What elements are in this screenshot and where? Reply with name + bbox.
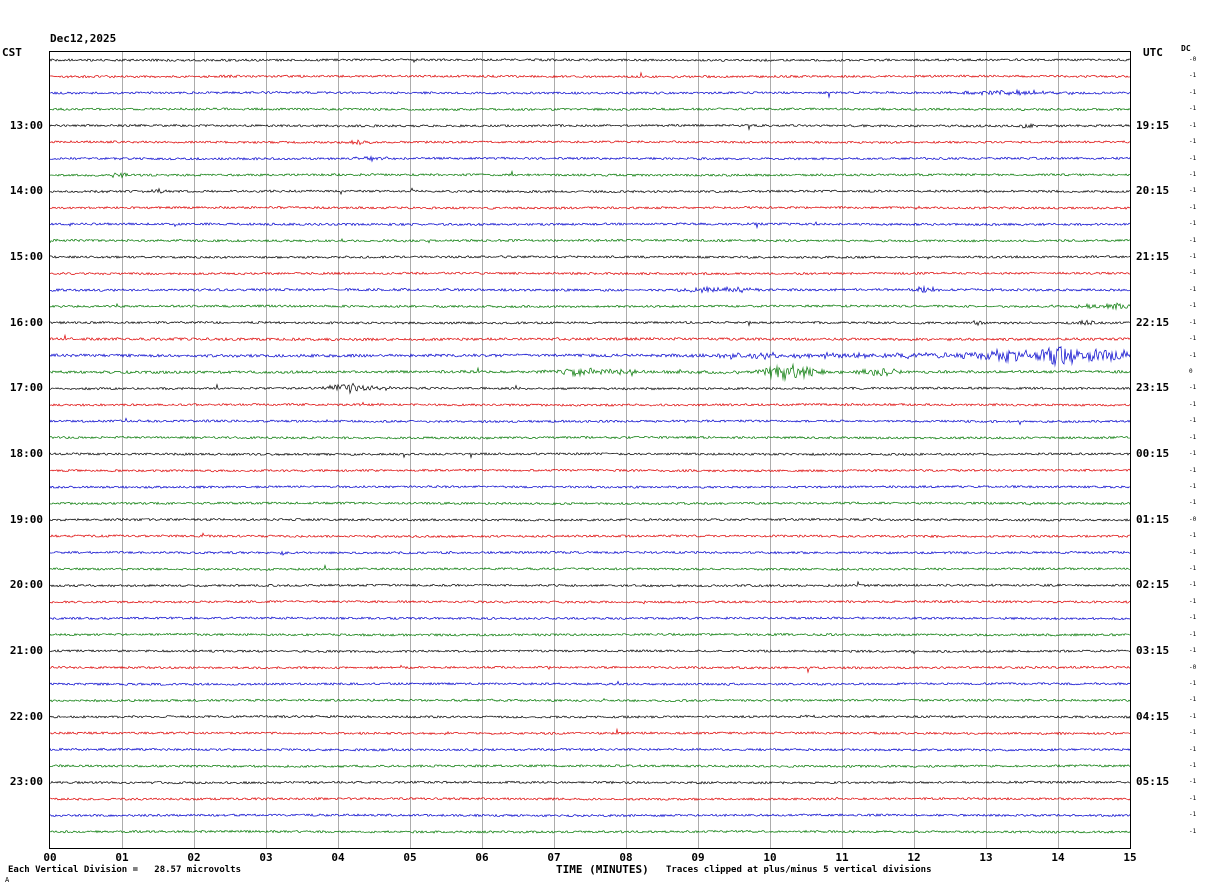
- dc-value: -1: [1189, 778, 1197, 786]
- dc-value: -0: [1189, 515, 1197, 523]
- dc-value: -1: [1189, 811, 1197, 819]
- dc-value: -1: [1189, 548, 1197, 556]
- clip-note: Traces clipped at plus/minus 5 vertical …: [666, 865, 932, 875]
- utc-hour-label: 23:15: [1136, 381, 1170, 395]
- dc-value: -1: [1189, 302, 1197, 310]
- cst-hour-label: 23:00: [9, 775, 43, 789]
- utc-hour-label: 20:15: [1136, 184, 1170, 198]
- corner-mark: A: [5, 876, 10, 884]
- dc-value: -1: [1189, 105, 1197, 113]
- dc-value: -1: [1189, 203, 1197, 211]
- dc-value: -1: [1189, 433, 1197, 441]
- dc-value: -1: [1189, 154, 1197, 162]
- cst-hour-label: 21:00: [9, 644, 43, 658]
- dc-value: -1: [1189, 220, 1197, 228]
- x-tick-label: 12: [907, 851, 921, 864]
- cst-hour-label: 13:00: [9, 118, 43, 132]
- dc-value: -1: [1189, 581, 1197, 589]
- x-tick-label: 07: [547, 851, 561, 864]
- cst-hour-label: 14:00: [9, 184, 43, 198]
- x-tick-label: 03: [259, 851, 273, 864]
- x-tick-label: 14: [1051, 851, 1065, 864]
- dc-value: -1: [1189, 794, 1197, 802]
- cst-hour-label: 19:00: [9, 512, 43, 526]
- utc-hour-label: 19:15: [1136, 118, 1170, 132]
- utc-hour-label: 01:15: [1136, 512, 1170, 526]
- trace-canvas: [50, 52, 1130, 848]
- dc-value: -1: [1189, 729, 1197, 737]
- dc-value: -1: [1189, 827, 1197, 835]
- x-tick-label: 13: [979, 851, 993, 864]
- dc-axis-label: DC: [1181, 44, 1191, 53]
- dc-value: -1: [1189, 499, 1197, 507]
- scale-note: Each Vertical Division = 28.57 microvolt…: [8, 865, 241, 875]
- utc-hour-label: 00:15: [1136, 447, 1170, 461]
- dc-value: -1: [1189, 565, 1197, 573]
- dc-value: -1: [1189, 351, 1197, 359]
- cst-hour-label: 17:00: [9, 381, 43, 395]
- dc-value: -1: [1189, 138, 1197, 146]
- dc-value: -1: [1189, 762, 1197, 770]
- left-axis-label: CST: [2, 46, 22, 59]
- dc-value: -1: [1189, 236, 1197, 244]
- dc-value: -1: [1189, 466, 1197, 474]
- utc-hour-label: 21:15: [1136, 250, 1170, 264]
- dc-value: -1: [1189, 679, 1197, 687]
- header-date: Dec12,2025: [50, 32, 117, 45]
- dc-value: -1: [1189, 187, 1197, 195]
- dc-value: -0: [1189, 663, 1197, 671]
- dc-value: -1: [1189, 170, 1197, 178]
- x-tick-label: 11: [835, 851, 849, 864]
- x-tick-label: 15: [1123, 851, 1137, 864]
- dc-value: -1: [1189, 72, 1197, 80]
- seismogram-plot: [49, 51, 1131, 849]
- dc-value: -1: [1189, 614, 1197, 622]
- dc-value: -1: [1189, 88, 1197, 96]
- dc-value: -1: [1189, 335, 1197, 343]
- dc-value: -1: [1189, 121, 1197, 129]
- dc-value: -1: [1189, 696, 1197, 704]
- x-tick-label: 06: [475, 851, 489, 864]
- x-tick-label: 02: [187, 851, 201, 864]
- x-tick-label: 10: [763, 851, 777, 864]
- cst-hour-label: 22:00: [9, 709, 43, 723]
- x-tick-label: 09: [691, 851, 705, 864]
- dc-value: -1: [1189, 482, 1197, 490]
- utc-hour-label: 03:15: [1136, 644, 1170, 658]
- dc-value: -1: [1189, 253, 1197, 261]
- dc-value: -0: [1189, 56, 1197, 63]
- x-tick-label: 04: [331, 851, 345, 864]
- cst-hour-label: 18:00: [9, 447, 43, 461]
- dc-value: -1: [1189, 597, 1197, 605]
- cst-hour-label: 20:00: [9, 578, 43, 592]
- dc-value: -1: [1189, 532, 1197, 540]
- x-tick-label: 05: [403, 851, 417, 864]
- dc-value: -1: [1189, 630, 1197, 638]
- dc-value: -1: [1189, 450, 1197, 458]
- x-tick-label: 01: [115, 851, 129, 864]
- dc-value: -1: [1189, 400, 1197, 408]
- x-tick-label: 00: [43, 851, 57, 864]
- x-axis-label: TIME (MINUTES): [556, 863, 649, 876]
- right-axis-label: UTC: [1143, 46, 1163, 59]
- cst-hour-label: 15:00: [9, 250, 43, 264]
- utc-hour-label: 04:15: [1136, 709, 1170, 723]
- cst-hour-label: 16:00: [9, 315, 43, 329]
- utc-hour-label: 22:15: [1136, 315, 1170, 329]
- dc-value: -1: [1189, 647, 1197, 655]
- dc-value: -1: [1189, 269, 1197, 277]
- dc-value: 0: [1189, 367, 1193, 375]
- dc-value: -1: [1189, 712, 1197, 720]
- dc-value: -1: [1189, 417, 1197, 425]
- utc-hour-label: 05:15: [1136, 775, 1170, 789]
- x-tick-label: 08: [619, 851, 633, 864]
- dc-value: -1: [1189, 285, 1197, 293]
- dc-value: -1: [1189, 745, 1197, 753]
- dc-value: -1: [1189, 384, 1197, 392]
- utc-hour-label: 02:15: [1136, 578, 1170, 592]
- dc-value: -1: [1189, 318, 1197, 326]
